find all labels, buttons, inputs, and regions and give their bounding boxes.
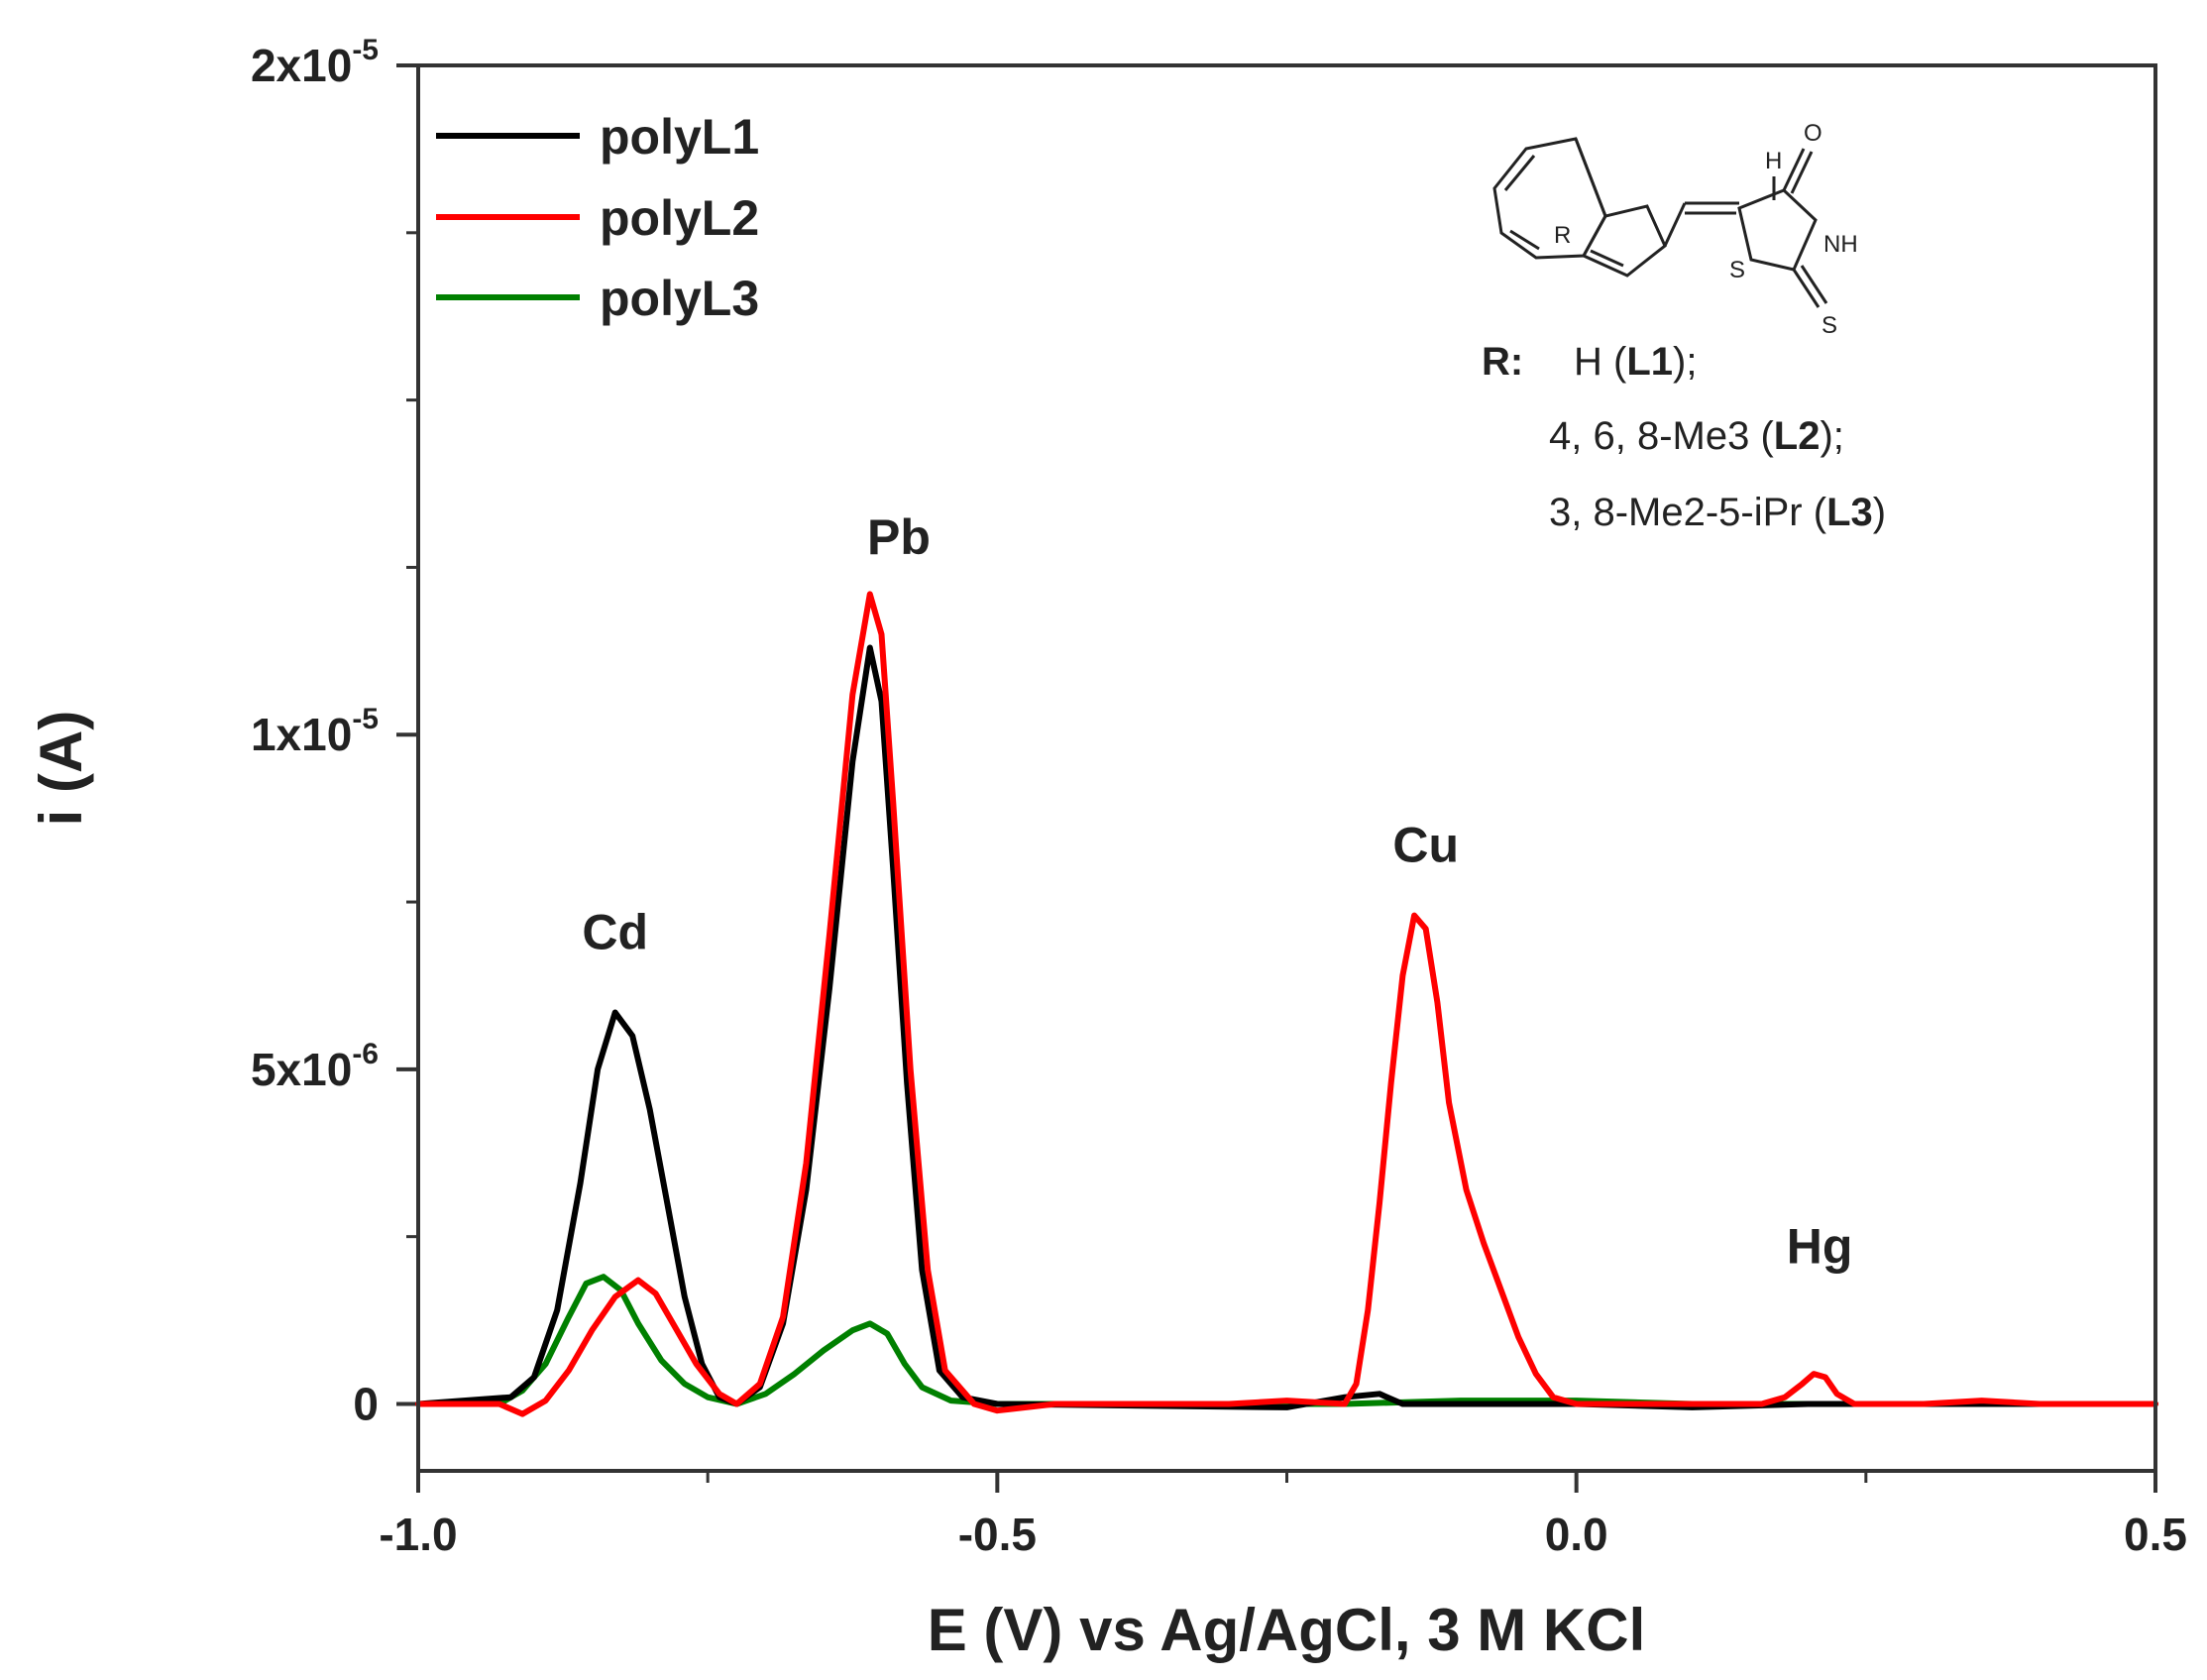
r-line-3: 3, 8-Me2-5-iPr (L3) [1549,491,1886,534]
substituent-legend: R: H (L1); 4, 6, 8-Me3 (L2); 3, 8-Me2-5-… [1482,340,1886,534]
peak-label-hg: Hg [1787,1219,1853,1275]
r-line-1-b: L1 [1626,340,1673,384]
y-tick-label: 2x10-5 [251,34,379,91]
series-layer [415,591,2158,1417]
legend-item-polyl1: polyL1 [436,109,759,165]
r-line-2: 4, 6, 8-Me3 (L2); [1549,414,1844,458]
r-line-2-c: ); [1820,414,1843,458]
atom-label-s-ring: S [1729,257,1745,283]
r-line-3-c: ) [1873,491,1886,534]
legend-item-polyl2: polyL2 [436,190,759,246]
r-line-1-c: ); [1673,340,1697,384]
legend-label-polyl1: polyL1 [600,109,759,165]
atom-label-r: R [1554,222,1571,249]
x-tick-label: 0.0 [1545,1509,1608,1560]
x-tick-label: -0.5 [958,1509,1037,1560]
r-line-3-a: 3, 8-Me2-5-iPr ( [1549,491,1827,534]
axis-ticks: -1.0 -0.5 0.0 0.5 0 5x10-6 1x10-5 2x10-5 [251,34,2187,1560]
r-line-1: H (L1); [1574,340,1697,384]
series-polyl2 [415,591,2158,1417]
x-axis-title: E (V) vs Ag/AgCl, 3 M KCl [928,1597,1646,1663]
chemical-atom-labels: H O R NH S S [1554,120,1858,339]
x-tick-label: 0.5 [2124,1509,2187,1560]
y-axis-title: i (A) [28,711,94,827]
r-line-3-b: L3 [1826,491,1873,534]
legend-label-polyl3: polyL3 [600,271,759,326]
atom-label-o: O [1804,120,1822,147]
plot-frame [416,63,2157,1473]
peak-label-cd: Cd [582,904,648,959]
r-label: R: [1482,340,1523,384]
peak-label-pb: Pb [867,509,931,565]
r-line-2-a: 4, 6, 8-Me3 ( [1549,414,1774,458]
atom-label-s-thione: S [1821,312,1837,339]
chemical-structure [1492,137,1828,308]
r-line-2-b: L2 [1774,414,1821,458]
y-tick-label: 1x10-5 [251,703,379,760]
legend-label-polyl2: polyL2 [600,190,759,246]
r-line-1-a: H ( [1574,340,1627,384]
atom-label-nh: NH [1823,231,1858,258]
atom-label-h: H [1765,148,1782,174]
y-tick-label: 0 [353,1378,379,1429]
peak-label-cu: Cu [1392,818,1459,873]
series-polyl3 [415,1274,2158,1407]
y-tick-label: 5x10-6 [251,1038,379,1095]
legend: polyL1 polyL2 polyL3 [436,109,759,326]
legend-item-polyl3: polyL3 [436,271,759,326]
peak-labels: Cd Pb Cu Hg [582,509,1852,1275]
series-polyl1 [415,644,2158,1410]
x-tick-label: -1.0 [379,1509,457,1560]
